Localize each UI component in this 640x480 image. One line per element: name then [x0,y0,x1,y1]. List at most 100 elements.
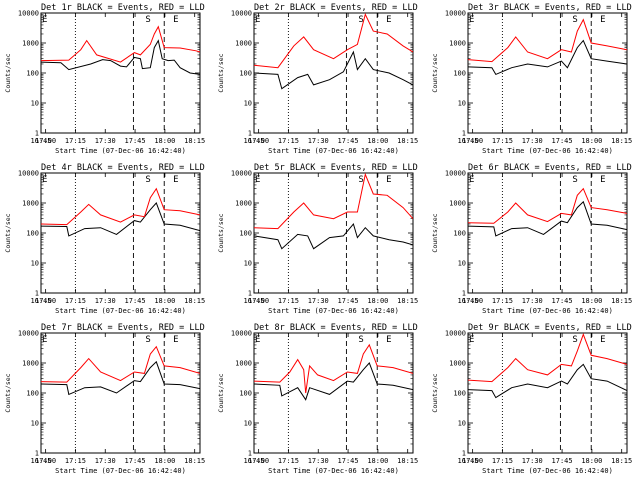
x-axis-label: Start Time (07-Dec-06 16:42:40) [268,467,399,475]
x-tick-label: 17:45 [552,457,573,465]
x-tick-label: 18:15 [611,457,632,465]
segment-marker: S [572,175,577,185]
lld-series-line [468,333,627,383]
y-tick-label: 10 [244,100,252,108]
segment-marker: E [255,335,260,345]
plot-frame [40,12,201,134]
detector-panel-2: Det 2r BLACK = Events, RED = LLD Counts/s… [217,3,418,155]
x-tick-label: 17:45 [552,297,573,305]
events-series-line [41,360,200,396]
x-tick-label: 17:00 [248,297,269,305]
segment-marker: S [572,15,577,25]
x-tick-label: 17:00 [35,137,56,145]
y-tick-label: 1000 [22,200,39,208]
x-tick-label: 16:45 [30,137,51,145]
x-tick-label: 18:00 [367,297,388,305]
segment-marker: E [255,15,260,25]
x-tick-label: 17:00 [462,457,483,465]
x-tick-label: 17:15 [65,137,86,145]
x-tick-label: 17:15 [65,297,86,305]
x-axis-label: Start Time (07-Dec-06 16:42:40) [55,307,186,315]
detector-panel-5: Det 5r BLACK = Events, RED = LLD Counts/s… [217,163,418,315]
x-tick-label: 16:45 [30,457,51,465]
y-tick-label: 10 [31,100,39,108]
events-series-line [468,363,627,399]
y-tick-label: 1000 [22,40,39,48]
y-tick-label: 10000 [18,10,39,18]
events-series-line [254,362,413,401]
segment-marker: E [386,335,391,345]
x-tick-label: 17:15 [278,297,299,305]
y-tick-label: 10 [244,260,252,268]
y-tick-label: 1000 [449,40,466,48]
segment-marker: E [600,15,605,25]
x-axis-label: Start Time (07-Dec-06 16:42:40) [482,147,613,155]
x-tick-label: 17:00 [35,297,56,305]
x-tick-label: 17:30 [522,297,543,305]
y-axis-label: Counts/sec [4,373,12,412]
segment-marker: E [469,15,474,25]
segment-marker: S [145,15,150,25]
y-tick-label: 1000 [235,360,252,368]
chart-title: Det 3r BLACK = Events, RED = LLD [468,3,632,13]
x-tick-label: 18:00 [154,297,175,305]
x-tick-label: 17:00 [35,457,56,465]
x-tick-label: 17:15 [278,137,299,145]
detector-panel-8: Det 8r BLACK = Events, RED = LLD Counts/s… [217,323,418,475]
x-tick-label: 18:00 [581,297,602,305]
chart-title: Det 6r BLACK = Events, RED = LLD [468,163,632,173]
y-tick-label: 1 [248,130,252,138]
chart-title: Det 5r BLACK = Events, RED = LLD [254,163,418,173]
y-axis-label: Counts/sec [431,373,439,412]
x-tick-label: 17:45 [125,137,146,145]
x-tick-label: 17:00 [248,457,269,465]
x-tick-label: 18:15 [611,137,632,145]
lld-series-line [468,187,627,224]
lld-series-line [41,25,200,63]
segment-marker: E [386,175,391,185]
segment-marker: E [173,15,178,25]
y-tick-label: 10 [458,420,466,428]
y-axis-label: Counts/sec [217,373,225,412]
x-tick-label: 17:45 [338,137,359,145]
y-tick-label: 1000 [22,360,39,368]
y-axis-label: Counts/sec [4,213,12,252]
segment-marker: E [255,175,260,185]
lld-series-line [41,187,200,226]
x-tick-label: 17:45 [338,297,359,305]
y-tick-label: 10000 [231,330,252,338]
x-tick-label: 16:45 [457,457,478,465]
lld-series-line [41,345,200,383]
y-tick-label: 100 [239,230,252,238]
x-tick-label: 17:15 [278,457,299,465]
plot-frame [253,332,414,454]
x-tick-label: 18:00 [581,457,602,465]
lld-series-line [254,13,413,69]
x-tick-label: 17:30 [308,137,329,145]
x-tick-label: 17:30 [522,137,543,145]
events-series-line [254,50,413,90]
x-tick-label: 16:45 [243,297,264,305]
y-axis-label: Counts/sec [4,53,12,92]
x-tick-label: 17:15 [492,457,513,465]
chart-title: Det 9r BLACK = Events, RED = LLD [468,323,632,333]
x-tick-label: 17:15 [492,137,513,145]
detector-panel-7: Det 7r BLACK = Events, RED = LLD Counts/s… [4,323,205,475]
x-tick-label: 16:45 [30,297,51,305]
y-tick-label: 1 [248,450,252,458]
x-tick-label: 17:15 [492,297,513,305]
x-tick-label: 17:45 [125,457,146,465]
segment-marker: E [600,335,605,345]
y-tick-label: 10000 [231,10,252,18]
chart-title: Det 4r BLACK = Events, RED = LLD [41,163,205,173]
x-tick-label: 17:45 [338,457,359,465]
y-tick-label: 1 [462,290,466,298]
plot-frame [467,12,628,134]
detector-panel-3: Det 3r BLACK = Events, RED = LLD Counts/s… [431,3,632,155]
events-series-line [254,222,413,250]
y-axis-label: Counts/sec [217,213,225,252]
y-tick-label: 1 [35,450,39,458]
segment-marker: S [145,175,150,185]
x-tick-label: 16:45 [243,457,264,465]
